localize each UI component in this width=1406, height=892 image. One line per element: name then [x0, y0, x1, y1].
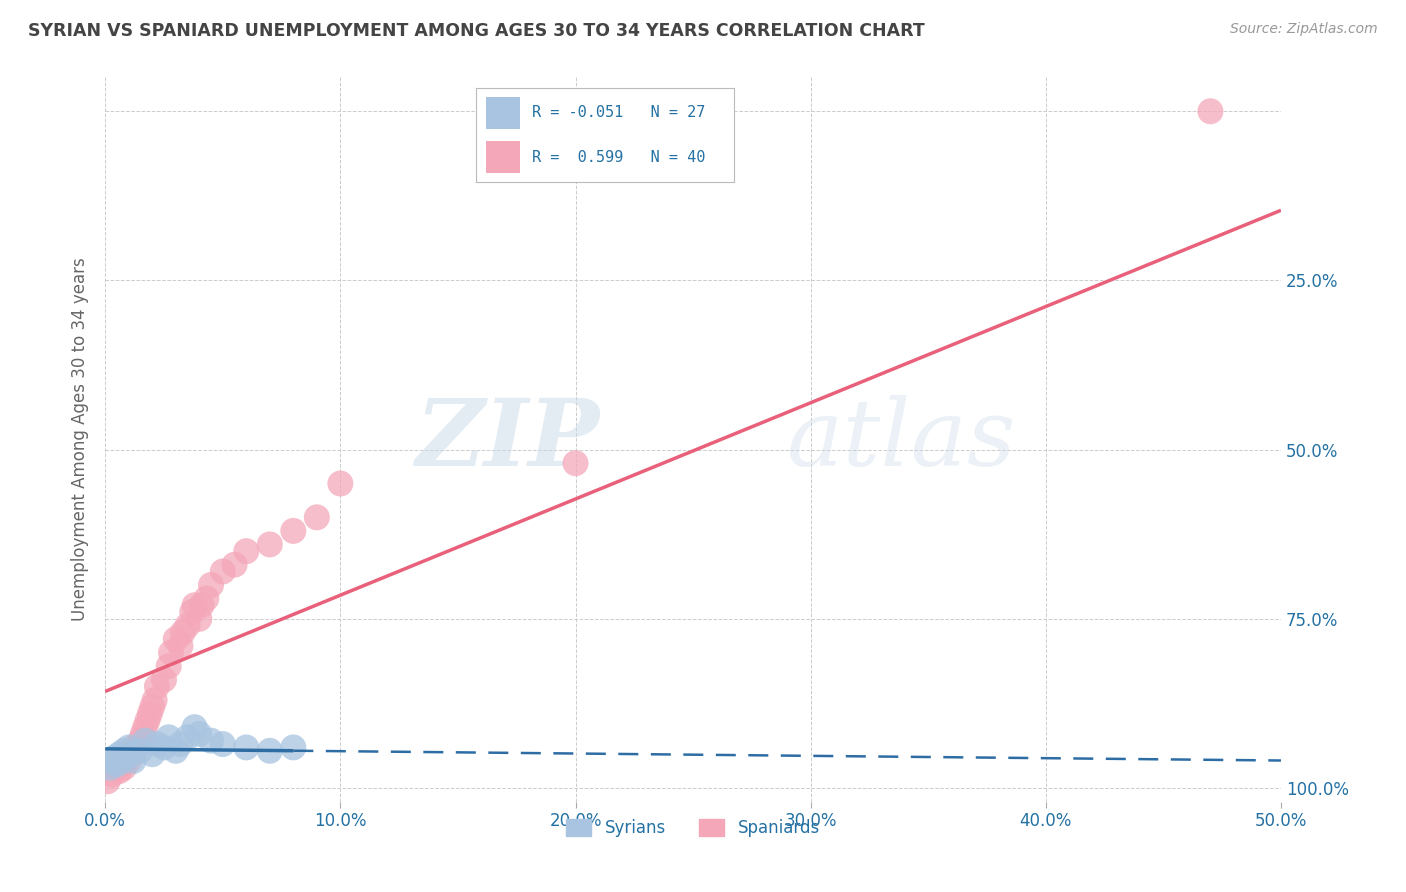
Point	[235, 740, 257, 755]
Legend: Syrians, Spaniards: Syrians, Spaniards	[560, 813, 827, 844]
Point	[259, 537, 281, 551]
Point	[190, 599, 212, 613]
Point	[132, 727, 155, 741]
Point	[112, 761, 135, 775]
Point	[224, 558, 246, 572]
Point	[120, 747, 142, 762]
Point	[141, 699, 163, 714]
Point	[134, 733, 156, 747]
Point	[112, 744, 135, 758]
Point	[122, 754, 145, 768]
Point	[118, 754, 141, 768]
Point	[134, 720, 156, 734]
Point	[111, 757, 134, 772]
Point	[181, 605, 204, 619]
Point	[283, 740, 305, 755]
Point	[1199, 104, 1222, 119]
Text: SYRIAN VS SPANIARD UNEMPLOYMENT AMONG AGES 30 TO 34 YEARS CORRELATION CHART: SYRIAN VS SPANIARD UNEMPLOYMENT AMONG AG…	[28, 22, 925, 40]
Point	[129, 733, 152, 747]
Point	[153, 673, 176, 687]
Point	[305, 510, 328, 524]
Point	[157, 731, 180, 745]
Point	[183, 720, 205, 734]
Point	[105, 757, 128, 772]
Point	[564, 456, 586, 470]
Point	[143, 693, 166, 707]
Point	[153, 740, 176, 755]
Y-axis label: Unemployment Among Ages 30 to 34 years: Unemployment Among Ages 30 to 34 years	[72, 258, 89, 622]
Point	[176, 731, 198, 745]
Point	[157, 659, 180, 673]
Point	[146, 737, 169, 751]
Point	[235, 544, 257, 558]
Point	[108, 764, 131, 778]
Point	[172, 625, 194, 640]
Point	[108, 747, 131, 762]
Text: atlas: atlas	[787, 394, 1017, 484]
Point	[141, 747, 163, 762]
Point	[211, 565, 233, 579]
Point	[188, 727, 211, 741]
Point	[195, 591, 218, 606]
Point	[105, 761, 128, 775]
Point	[104, 750, 127, 764]
Point	[329, 476, 352, 491]
Point	[146, 680, 169, 694]
Point	[183, 599, 205, 613]
Point	[136, 714, 159, 728]
Point	[97, 774, 120, 789]
Point	[120, 747, 142, 762]
Point	[125, 744, 148, 758]
Point	[122, 740, 145, 755]
Point	[101, 767, 124, 781]
Point	[188, 612, 211, 626]
Text: Source: ZipAtlas.com: Source: ZipAtlas.com	[1230, 22, 1378, 37]
Point	[139, 706, 162, 721]
Point	[211, 737, 233, 751]
Point	[118, 740, 141, 755]
Point	[115, 750, 138, 764]
Point	[176, 618, 198, 632]
Point	[111, 754, 134, 768]
Point	[98, 761, 121, 775]
Point	[101, 754, 124, 768]
Point	[200, 733, 222, 747]
Point	[165, 632, 187, 647]
Point	[165, 744, 187, 758]
Point	[283, 524, 305, 538]
Point	[129, 744, 152, 758]
Text: ZIP: ZIP	[415, 394, 599, 484]
Point	[259, 744, 281, 758]
Point	[169, 737, 191, 751]
Point	[160, 646, 183, 660]
Point	[169, 639, 191, 653]
Point	[200, 578, 222, 592]
